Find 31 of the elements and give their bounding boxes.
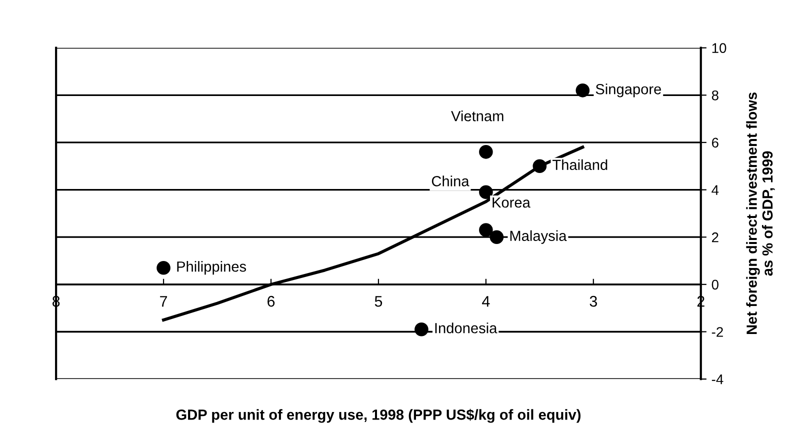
point (479, 223, 493, 237)
x-tick-label: 6 (268, 296, 275, 307)
y-tick-label: -4 (712, 374, 724, 384)
y-tick-label: -2 (712, 327, 723, 337)
y-tick-label: 2 (712, 232, 718, 242)
point (156, 260, 170, 275)
annotation: Singapore (596, 84, 661, 98)
point (576, 84, 590, 98)
annotation: Korea (492, 198, 530, 208)
annotation: Philippines (177, 261, 246, 275)
x-tick-label: 3 (590, 296, 597, 307)
point (479, 145, 493, 159)
point (414, 322, 428, 336)
annotation: Malaysia (510, 230, 567, 244)
point (479, 185, 493, 200)
y-tick-label: 0 (712, 280, 718, 290)
y-tick-label: 4 (712, 185, 719, 195)
point (490, 230, 504, 244)
annotation: Vietnam (451, 110, 504, 122)
annotation: Thailand (552, 159, 608, 170)
y-axis-title: Net foreign direct investment flows as % of GDP, 1999 (746, 92, 775, 334)
annotation: China (432, 176, 470, 186)
point (532, 159, 547, 174)
y-tick-label: 8 (712, 90, 718, 100)
x-axis-title: GDP per unit of energy use, 1998 (PPP US$/kg of oil equiv) (176, 408, 581, 423)
x-tick-label: 4 (482, 296, 490, 307)
x-tick-label: 7 (160, 296, 168, 307)
y-tick-label: 6 (712, 138, 718, 148)
x-tick-label: 5 (374, 296, 382, 307)
annotation: Indonesia (435, 322, 498, 334)
y-tick-label: 10 (712, 43, 726, 53)
